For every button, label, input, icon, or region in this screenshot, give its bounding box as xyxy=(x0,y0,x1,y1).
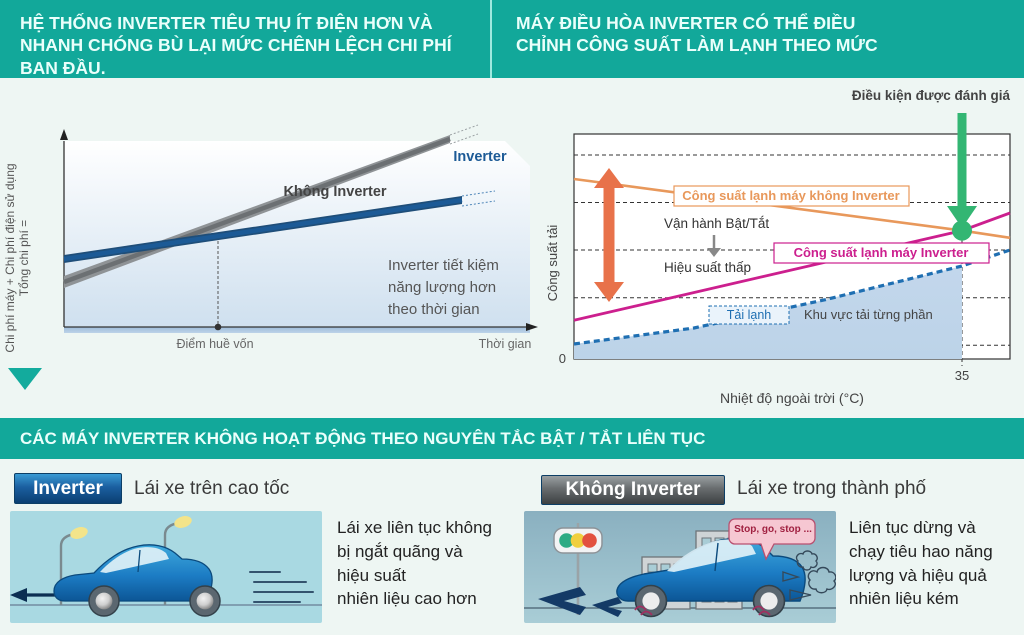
svg-text:Điểm huề vốn: Điểm huề vốn xyxy=(176,337,253,351)
svg-text:Hiệu suất thấp: Hiệu suất thấp xyxy=(664,260,751,275)
svg-text:35: 35 xyxy=(955,368,969,383)
svg-text:Inverter tiết kiệm: Inverter tiết kiệm xyxy=(388,257,499,274)
svg-text:Công suất tải: Công suất tải xyxy=(545,225,560,302)
svg-text:Nhiệt độ ngoài trời (°C): Nhiệt độ ngoài trời (°C) xyxy=(720,390,864,406)
svg-text:năng lượng hơn: năng lượng hơn xyxy=(388,279,496,296)
svg-text:Vận hành Bật/Tắt: Vận hành Bật/Tắt xyxy=(664,216,769,231)
svg-text:Thời gian: Thời gian xyxy=(479,337,532,351)
svg-text:Điều kiện được đánh giá: Điều kiện được đánh giá xyxy=(852,88,1011,103)
svg-text:Chi phí máy + Chi phí điện sử: Chi phí máy + Chi phí điện sử dụng xyxy=(3,163,17,352)
svg-text:Tải lạnh: Tải lạnh xyxy=(727,308,772,322)
svg-text:Tổng chi phí =: Tổng chi phí = xyxy=(17,220,31,296)
svg-text:Khu vực tải từng phần: Khu vực tải từng phần xyxy=(804,307,933,322)
svg-text:Không Inverter: Không Inverter xyxy=(283,184,386,200)
svg-text:Stop, go, stop ...: Stop, go, stop ... xyxy=(734,524,812,535)
svg-text:Inverter: Inverter xyxy=(453,149,507,165)
svg-text:Công suất lạnh máy không Inver: Công suất lạnh máy không Inverter xyxy=(682,188,899,203)
svg-text:theo thời gian: theo thời gian xyxy=(388,301,480,318)
svg-text:0: 0 xyxy=(559,351,566,366)
svg-text:Công suất lạnh máy Inverter: Công suất lạnh máy Inverter xyxy=(794,245,969,260)
